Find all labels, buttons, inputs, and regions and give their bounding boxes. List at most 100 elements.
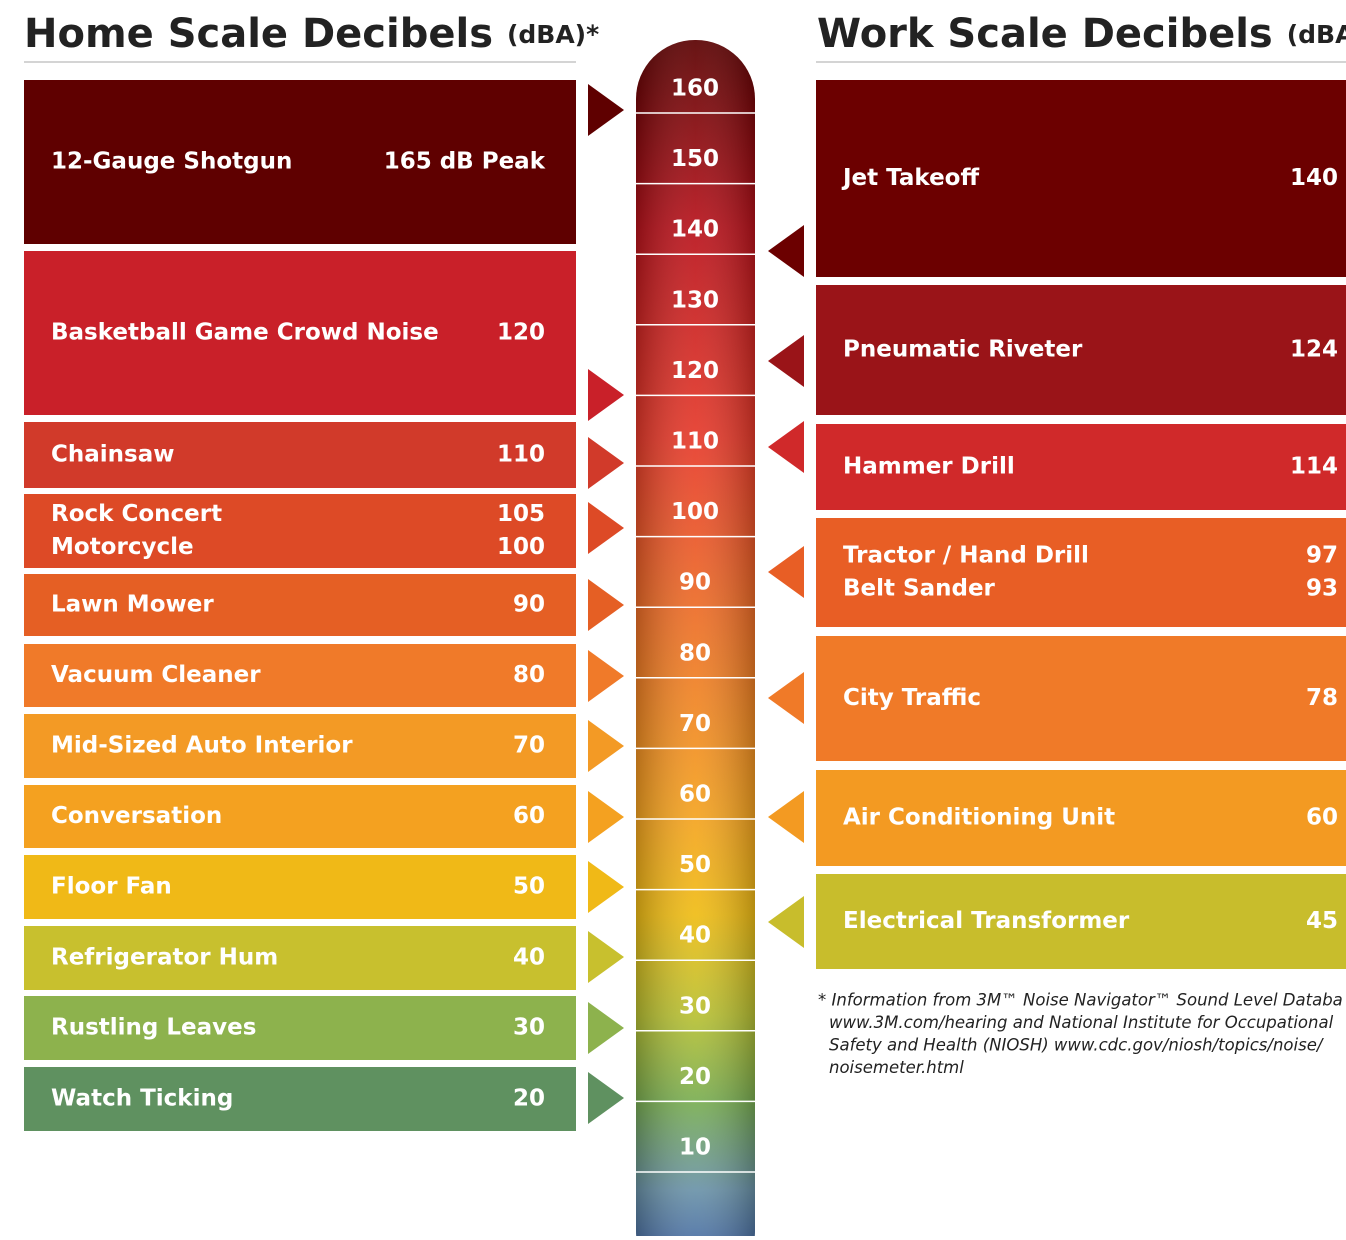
level-value: 124 — [1290, 337, 1338, 363]
level-box — [24, 80, 576, 244]
level-value: 40 — [513, 945, 545, 971]
level-label: Basketball Game Crowd Noise — [51, 320, 439, 346]
scale-label: 40 — [679, 923, 711, 949]
pointer-arrow — [588, 369, 624, 421]
level-box — [24, 574, 576, 636]
scale-label: 70 — [679, 711, 711, 737]
level-label: Motorcycle — [51, 534, 194, 560]
level-label: Air Conditioning Unit — [843, 805, 1115, 831]
level-box — [24, 926, 576, 990]
level-label: Refrigerator Hum — [51, 945, 278, 971]
pointer-arrow — [768, 672, 804, 724]
pointer-arrow — [588, 1002, 624, 1054]
pointer-arrow — [768, 896, 804, 948]
scale-label: 160 — [671, 76, 719, 102]
level-label: Hammer Drill — [843, 454, 1015, 480]
level-box — [816, 518, 1346, 627]
level-value: 97 — [1306, 543, 1338, 569]
scale-label: 120 — [671, 358, 719, 384]
level-box — [816, 285, 1346, 415]
pointer-arrow — [768, 421, 804, 473]
level-box — [24, 644, 576, 707]
level-value: 114 — [1290, 454, 1338, 480]
pointer-arrow — [588, 579, 624, 631]
level-box — [24, 251, 576, 415]
scale-label: 50 — [679, 852, 711, 878]
pointer-arrow — [768, 335, 804, 387]
level-label: Chainsaw — [51, 442, 175, 468]
level-value: 110 — [497, 442, 545, 468]
level-label: Lawn Mower — [51, 592, 214, 618]
level-value: 50 — [513, 874, 545, 900]
level-value: 80 — [513, 662, 545, 688]
level-label: Electrical Transformer — [843, 908, 1130, 934]
level-box — [816, 80, 1346, 277]
scale-label: 110 — [671, 429, 719, 455]
level-value: 140 — [1290, 165, 1338, 191]
pointer-arrow — [588, 861, 624, 913]
level-box — [24, 714, 576, 778]
pointer-arrow — [588, 502, 624, 554]
scale-label: 60 — [679, 782, 711, 808]
level-value: 78 — [1306, 685, 1338, 711]
pointer-arrow — [768, 546, 804, 598]
level-box — [24, 422, 576, 488]
level-box — [816, 770, 1346, 866]
pointer-arrow — [588, 1072, 624, 1124]
pointer-arrow — [588, 84, 624, 136]
level-value: 30 — [513, 1015, 545, 1041]
scale-label: 150 — [671, 146, 719, 172]
level-label: Vacuum Cleaner — [51, 662, 261, 688]
level-box — [816, 636, 1346, 761]
scale-label: 20 — [679, 1064, 711, 1090]
scale-label: 100 — [671, 499, 719, 525]
level-label: Floor Fan — [51, 874, 172, 900]
pointer-arrow — [768, 225, 804, 277]
level-value: 90 — [513, 592, 545, 618]
scale-label: 30 — [679, 993, 711, 1019]
footnote-line: Safety and Health (NIOSH) www.cdc.gov/ni… — [829, 1036, 1325, 1055]
pointer-arrow — [768, 791, 804, 843]
thermometer-shine — [636, 40, 755, 1240]
level-label: Pneumatic Riveter — [843, 337, 1083, 363]
level-label: Rustling Leaves — [51, 1015, 256, 1041]
level-label: Rock Concert — [51, 501, 222, 527]
level-box — [24, 785, 576, 848]
level-label: Belt Sander — [843, 576, 996, 602]
footnote: * Information from 3M™ Noise Navigator™ … — [818, 991, 1343, 1078]
level-box — [816, 874, 1346, 969]
footnote-line: * Information from 3M™ Noise Navigator™ … — [818, 991, 1343, 1010]
level-label: City Traffic — [843, 685, 981, 711]
level-value: 45 — [1306, 908, 1338, 934]
level-value: 20 — [513, 1086, 545, 1112]
level-value: 60 — [513, 803, 545, 829]
scale-label: 10 — [679, 1135, 711, 1161]
scale-label: 90 — [679, 570, 711, 596]
level-box — [816, 424, 1346, 510]
level-value: 165 dB Peak — [384, 149, 546, 175]
footnote-line: noisemeter.html — [829, 1058, 964, 1077]
home-title: Home Scale Decibels (dBA)* — [24, 11, 599, 57]
footnote-line: www.3M.com/hearing and National Institut… — [829, 1013, 1334, 1032]
pointer-arrow — [588, 791, 624, 843]
level-box — [24, 494, 576, 568]
level-value: 93 — [1306, 576, 1338, 602]
level-box — [24, 855, 576, 919]
level-label: 12-Gauge Shotgun — [51, 149, 292, 175]
level-label: Watch Ticking — [51, 1086, 233, 1112]
scale-label: 80 — [679, 640, 711, 666]
level-box — [24, 1067, 576, 1131]
level-label: Tractor / Hand Drill — [843, 543, 1089, 569]
level-value: 70 — [513, 733, 545, 759]
level-label: Jet Takeoff — [841, 165, 979, 191]
level-box — [24, 996, 576, 1060]
level-value: 100 — [497, 534, 545, 560]
pointer-arrow — [588, 931, 624, 983]
level-label: Conversation — [51, 803, 222, 829]
pointer-arrow — [588, 650, 624, 702]
scale-label: 130 — [671, 287, 719, 313]
level-value: 120 — [497, 320, 545, 346]
pointer-arrow — [588, 720, 624, 772]
